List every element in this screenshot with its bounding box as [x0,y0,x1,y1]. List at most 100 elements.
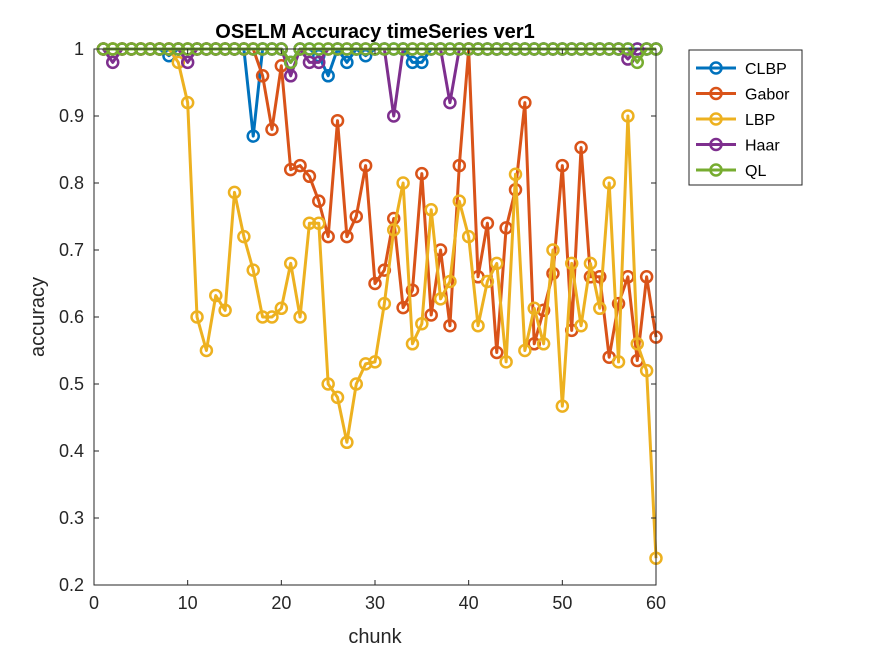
data-point [424,308,438,322]
data-point [237,229,251,244]
data-point [574,318,588,333]
x-tick-label: 10 [178,593,198,613]
data-point [527,337,541,351]
data-point [574,140,588,155]
data-point [340,55,354,70]
y-tick-label: 0.8 [59,173,84,193]
data-point [611,296,626,311]
data-point [358,158,373,173]
data-point [293,158,307,173]
data-point [321,69,335,83]
y-tick-label: 1 [74,39,84,59]
legend-marker [709,61,723,75]
data-point [283,256,298,271]
x-tick-label: 30 [365,593,385,613]
y-tick-label: 0.6 [59,307,84,327]
data-point [499,355,513,369]
legend-marker [709,86,723,101]
data-point [302,55,317,70]
data-point [630,55,645,70]
data-point [368,276,382,291]
data-point [518,343,532,358]
data-point [312,55,326,70]
data-point [312,194,326,208]
y-tick-label: 0.4 [59,441,84,461]
data-point [190,310,204,324]
data-point [611,355,626,369]
data-point [265,310,279,324]
data-point [302,216,317,230]
data-point [518,95,532,110]
data-point [386,223,401,237]
data-point [246,129,260,143]
x-axis: 0 10 20 30 40 50 60 [89,49,666,613]
data-point [180,95,195,110]
data-point [480,216,495,230]
data-point [340,229,354,244]
data-point [171,55,186,70]
data-point [583,256,598,271]
data-point [405,337,420,351]
data-point [246,263,260,277]
y-tick-label: 0.7 [59,240,84,260]
data-point [396,176,410,190]
data-point [630,337,645,351]
data-point [180,55,195,70]
y-tick-label: 0.9 [59,106,84,126]
data-point [321,377,335,391]
data-point [255,69,270,83]
legend-label: QL [745,163,766,180]
series-line-lbp [103,47,658,559]
legend: CLBP Gabor LBP Haar QL [688,49,803,186]
legend-item-clbp: CLBP [696,61,787,78]
data-point [302,169,317,184]
data-point [546,243,560,257]
data-point [490,345,504,360]
data-point [536,337,551,351]
data-point [452,194,467,208]
data-point [508,167,523,182]
data-point [405,55,420,70]
legend-item-lbp: LBP [696,112,775,129]
y-axis: 0.2 0.3 0.4 0.5 0.6 0.7 0.8 0.9 1 [59,39,656,595]
data-point [461,229,476,244]
data-point [490,256,504,271]
legend-item-haar: Haar [696,138,780,155]
chart-title: OSELM Accuracy timeSeries ver1 [215,21,534,43]
x-tick-label: 20 [271,593,291,613]
data-point [405,283,420,297]
data-point [340,435,354,450]
data-point [105,55,120,70]
data-point [621,109,635,123]
data-point [555,158,570,173]
data-point [424,203,438,217]
legend-marker [709,112,723,126]
x-tick-label: 40 [459,593,479,613]
y-tick-label: 0.5 [59,374,84,394]
data-point [452,158,467,173]
x-tick-label: 60 [646,593,666,613]
data-point [443,318,457,333]
data-point [415,316,429,331]
data-point [321,229,335,244]
legend-marker [709,163,723,177]
data-point [639,270,654,284]
data-point [209,288,223,303]
data-point [227,185,242,200]
legend-label: CLBP [745,61,787,78]
legend-item-gabor: Gabor [696,87,790,104]
y-axis-label: accuracy [27,277,49,357]
data-point [443,274,457,289]
data-point [283,69,298,83]
x-tick-label: 0 [89,593,99,613]
data-point [368,355,382,369]
data-point [265,122,279,137]
x-tick-label: 50 [552,593,572,613]
data-point [602,176,616,190]
plot-area [94,49,656,585]
data-point [274,301,289,316]
legend-label: Haar [745,138,780,155]
data-point [349,377,364,391]
data-point [480,274,495,289]
